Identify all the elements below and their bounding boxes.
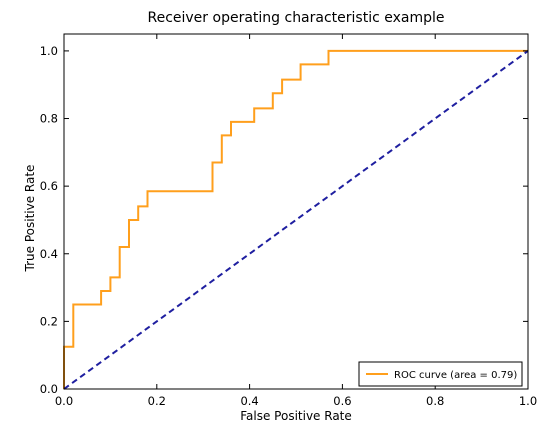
- x-tick-label: 0.0: [55, 394, 73, 408]
- y-tick-label: 0.6: [40, 179, 58, 193]
- y-tick-label: 0.8: [40, 112, 58, 126]
- y-tick-label: 0.0: [40, 382, 58, 396]
- y-axis-label: True Positive Rate: [23, 165, 37, 273]
- x-tick-label: 1.0: [519, 394, 537, 408]
- y-tick-label: 1.0: [40, 44, 58, 58]
- roc-curve-line: [63, 49, 528, 389]
- x-tick-label: 0.8: [426, 394, 444, 408]
- x-tick-label: 0.2: [148, 394, 166, 408]
- x-tick-label: 0.6: [333, 394, 351, 408]
- chance-diagonal-line: [63, 50, 529, 390]
- plot-frame: [63, 33, 529, 390]
- legend-label-roc: ROC curve (area = 0.79): [394, 370, 517, 381]
- x-axis-label: False Positive Rate: [240, 409, 352, 423]
- legend: ROC curve (area = 0.79): [358, 361, 523, 387]
- x-tick-label: 0.4: [240, 394, 258, 408]
- y-tick-label: 0.2: [40, 314, 58, 328]
- chart-title: Receiver operating characteristic exampl…: [147, 10, 444, 26]
- ticks-layer: 0.0 0.2 0.4 0.6 0.8 1.0 0.0 0.2 0.4 0.6 0.8 1.0: [40, 34, 537, 408]
- series-layer: [63, 49, 529, 390]
- y-tick-label: 0.4: [40, 247, 58, 261]
